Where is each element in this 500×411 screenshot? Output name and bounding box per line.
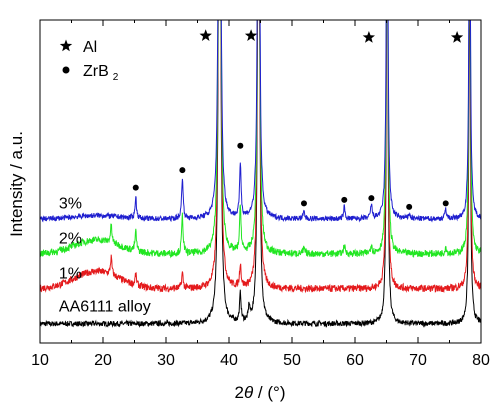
marker-layer	[132, 29, 464, 210]
legend: Al ZrB 2	[59, 39, 119, 83]
x-tick-label: 20	[94, 352, 112, 369]
legend-label-al: Al	[83, 39, 97, 56]
x-tick-label: 10	[31, 352, 49, 369]
zrb2-peak-dot	[442, 200, 449, 207]
al-peak-star	[244, 29, 258, 41]
label-layer: AA6111 alloy 1% 2% 3%	[59, 196, 151, 316]
x-tick-label: 60	[346, 352, 364, 369]
al-peak-star	[199, 29, 212, 41]
x-tick-label: 40	[220, 352, 238, 369]
x-axis-label: 2θ / (°)	[235, 383, 286, 402]
al-peak-star	[450, 31, 464, 43]
x-tick-label: 30	[157, 352, 175, 369]
series-line-3	[40, 20, 481, 223]
tick-layer: 10 20 30 40 50 60 70 80	[31, 20, 490, 369]
series-label-0: AA6111 alloy	[59, 299, 151, 316]
zrb2-peak-dot	[341, 196, 348, 203]
series-label-2: 2%	[59, 230, 82, 247]
legend-label-zrb2: ZrB 2	[83, 63, 119, 83]
x-tick-label: 80	[472, 352, 490, 369]
zrb2-peak-dot	[368, 195, 375, 202]
legend-star-marker	[59, 39, 73, 52]
series-layer	[40, 20, 481, 328]
legend-circle-marker	[62, 66, 70, 74]
x-tick-label: 70	[409, 352, 427, 369]
series-label-1: 1%	[59, 265, 82, 282]
zrb2-peak-dot	[132, 184, 139, 191]
al-peak-star	[362, 31, 375, 43]
x-tick-label: 50	[283, 352, 301, 369]
series-label-3: 3%	[59, 196, 82, 213]
zrb2-peak-dot	[237, 142, 244, 149]
y-axis-label: Intensity / a.u.	[7, 131, 26, 237]
zrb2-peak-dot	[179, 167, 186, 174]
zrb2-peak-dot	[406, 203, 413, 210]
zrb2-peak-dot	[300, 200, 307, 207]
